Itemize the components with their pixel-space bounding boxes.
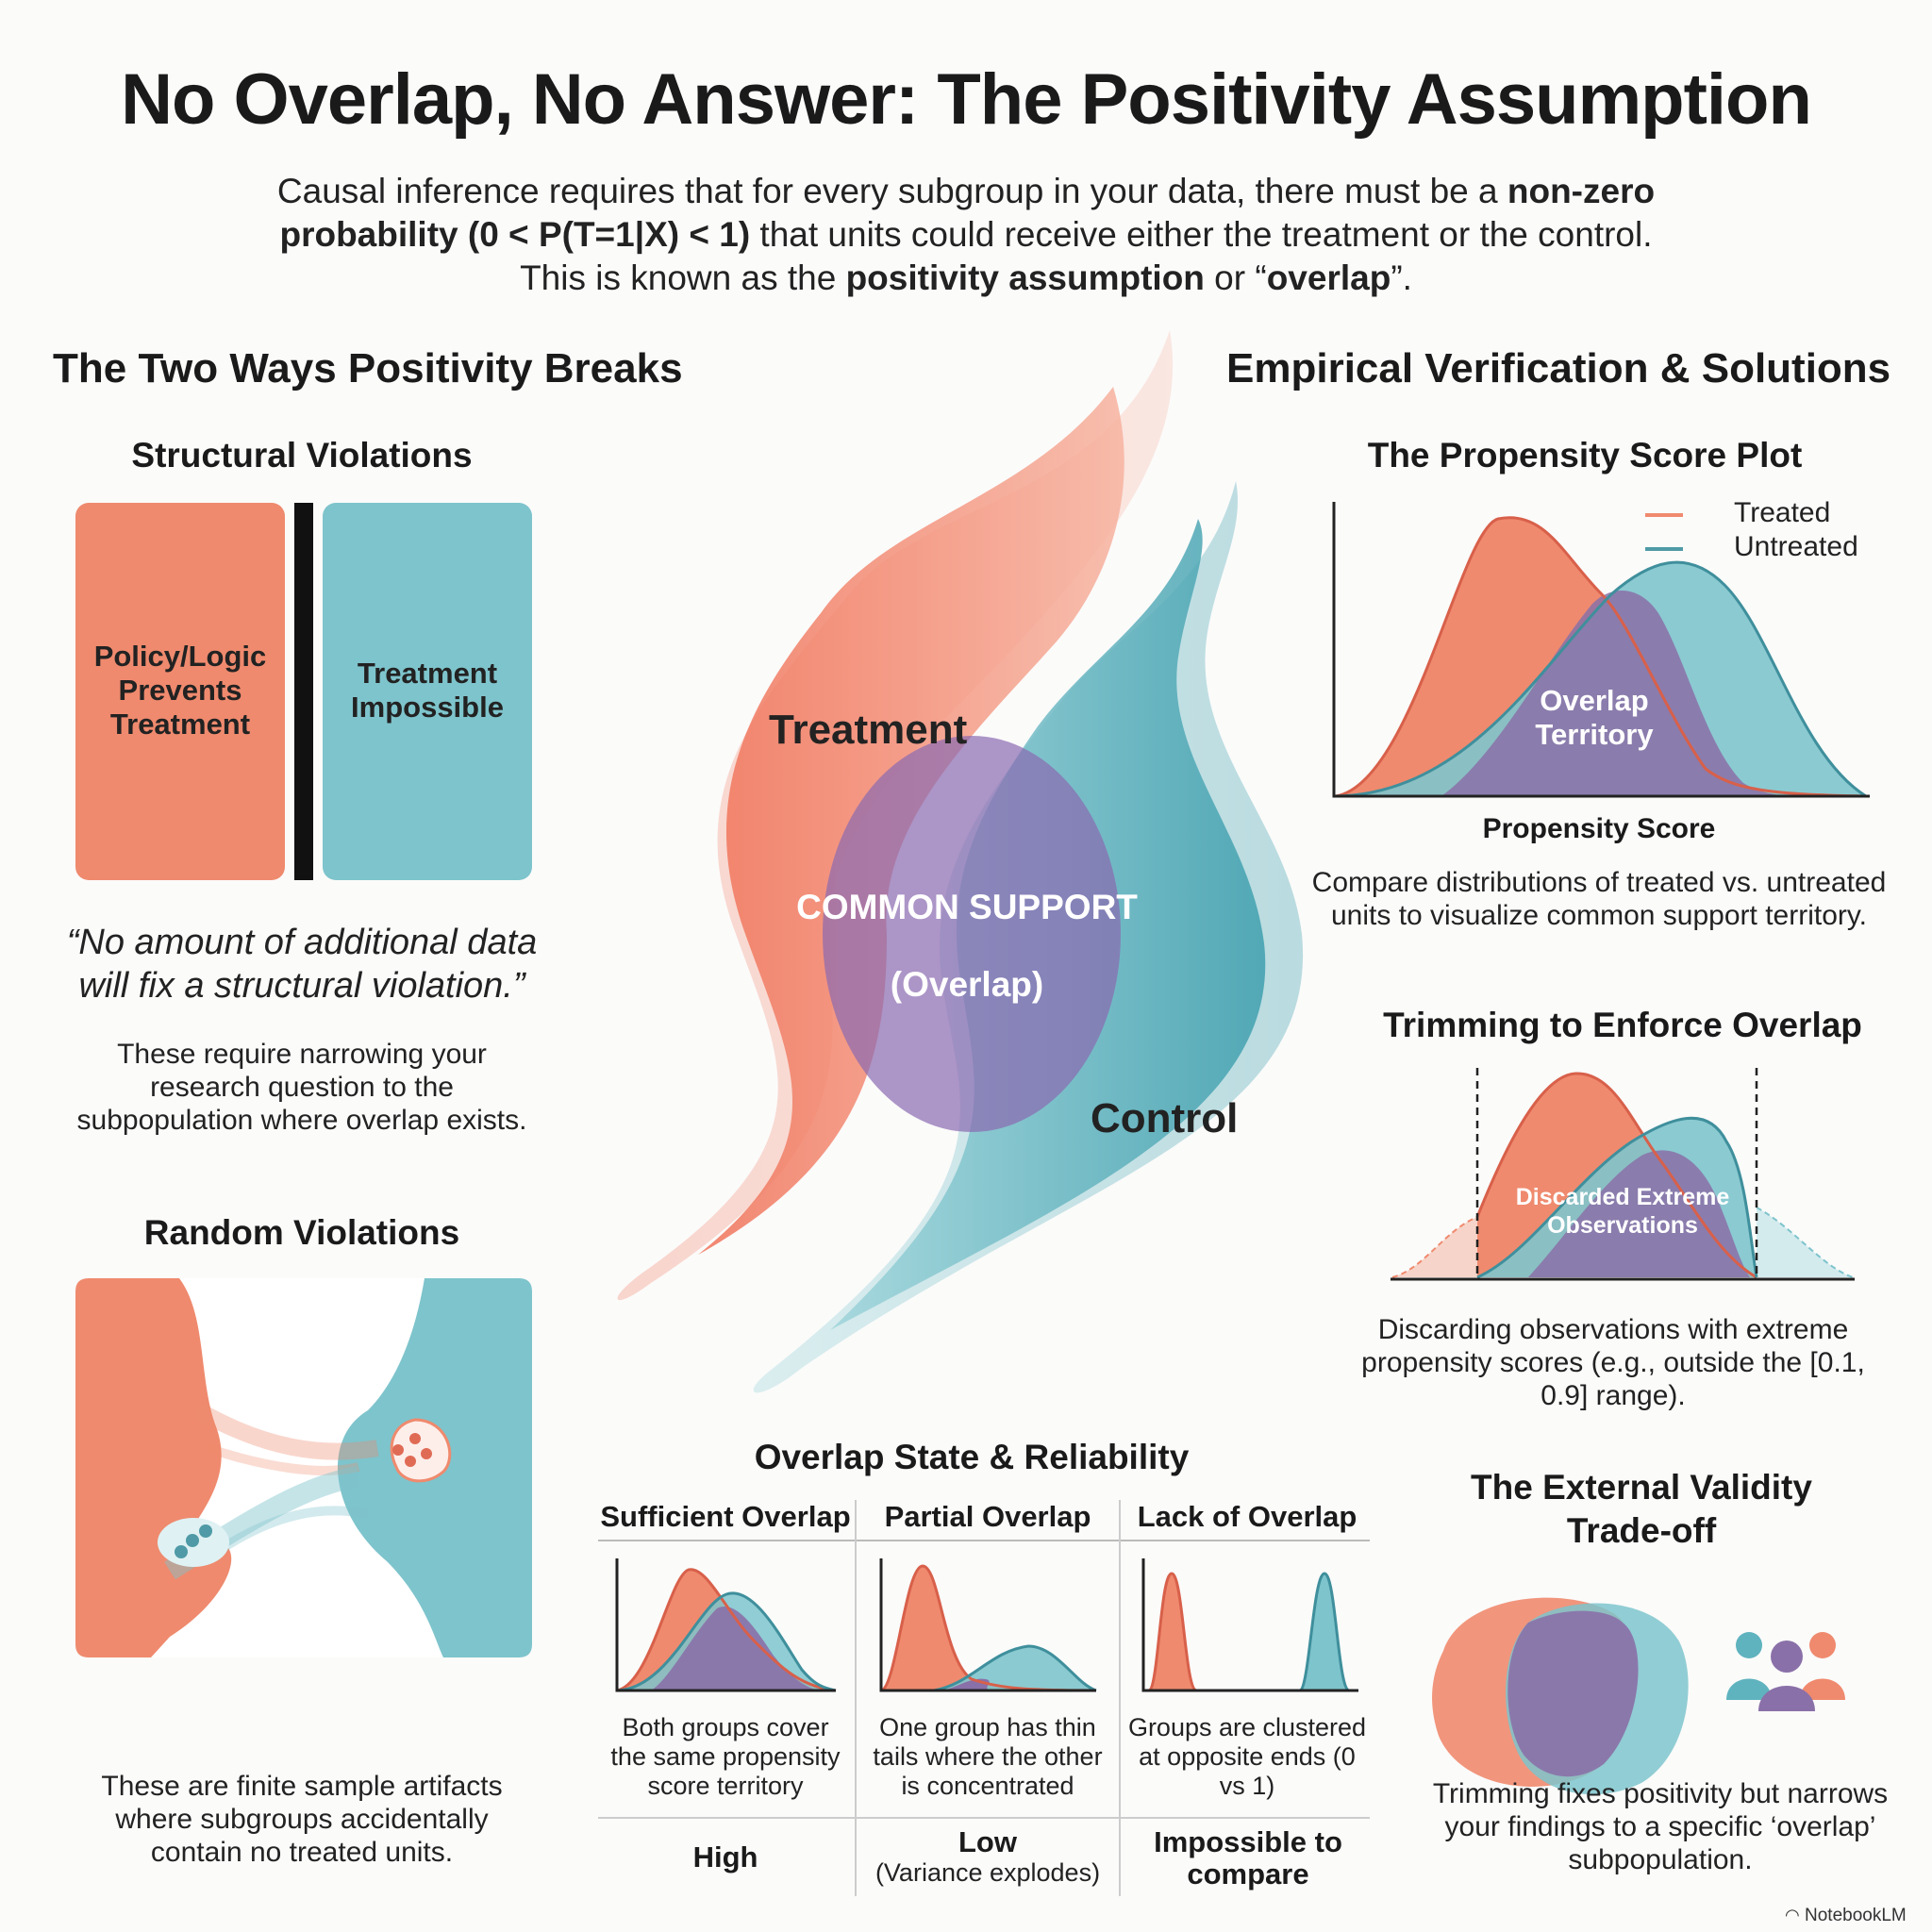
overlap-territory-label: Overlap Territory <box>1535 684 1654 751</box>
random-text: These are finite sample artifacts where … <box>101 1771 503 1868</box>
trimming-chart <box>1391 1068 1855 1281</box>
partial-reliability: Low <box>958 1825 1017 1858</box>
trimming-text: Discarding observations with extreme pro… <box>1361 1314 1865 1411</box>
treatment-label: Treatment <box>769 707 968 753</box>
legend-untreated-label: Untreated <box>1734 531 1858 562</box>
random-heading: Random Violations <box>143 1213 460 1252</box>
policy-box-label: Policy/Logic Prevents Treatment <box>93 640 267 741</box>
legend-untreated-swatch <box>1645 547 1683 551</box>
partial-desc: One group has thin tails where the other… <box>873 1713 1103 1800</box>
legend-treated-swatch <box>1645 513 1683 517</box>
overlap-table-heading: Overlap State & Reliability <box>754 1438 1190 1476</box>
structural-quote: “No amount of additional data will fix a… <box>66 923 538 1006</box>
col-header-partial: Partial Overlap <box>884 1500 1091 1533</box>
policy-box <box>75 503 285 880</box>
overlap-paren-label: (Overlap) <box>891 965 1043 1004</box>
sufficient-desc: Both groups cover the same propensity sc… <box>610 1713 841 1800</box>
lack-of-overlap-chart <box>1141 1558 1358 1692</box>
divider-bar <box>294 503 313 880</box>
subpopulation-people-icon <box>1726 1632 1845 1711</box>
structural-text: These require narrowing your research qu… <box>76 1039 527 1136</box>
partial-reliability-note: (Variance explodes) <box>874 1858 1101 1887</box>
left-heading: The Two Ways Positivity Breaks <box>53 345 683 391</box>
discard-label: Discarded Extreme Observations <box>1515 1184 1730 1239</box>
table-row-rule <box>598 1817 1370 1819</box>
impossible-box <box>323 503 532 880</box>
propensity-heading: The Propensity Score Plot <box>1367 436 1803 475</box>
external-heading: The External Validity Trade-off <box>1471 1468 1812 1550</box>
propensity-score-chart: Overlap Territory <box>1332 502 1870 798</box>
external-validity-venn <box>1432 1597 1689 1795</box>
col-header-lack: Lack of Overlap <box>1137 1500 1357 1533</box>
lack-reliability: Impossible to compare <box>1154 1825 1342 1890</box>
impossible-box-label: Treatment Impossible <box>351 657 504 724</box>
right-heading: Empirical Verification & Solutions <box>1226 345 1891 391</box>
propensity-text: Compare distributions of treated vs. unt… <box>1311 867 1887 931</box>
table-header-rule <box>598 1540 1370 1541</box>
partial-overlap-chart <box>879 1558 1097 1692</box>
external-text: Trimming fixes positivity but narrows yo… <box>1432 1778 1889 1875</box>
propensity-xlabel: Propensity Score <box>1482 813 1716 844</box>
trimming-heading: Trimming to Enforce Overlap <box>1383 1006 1862 1044</box>
control-label: Control <box>1091 1095 1238 1141</box>
legend-treated-label: Treated <box>1734 497 1831 528</box>
lack-desc: Groups are clustered at opposite ends (0… <box>1127 1713 1367 1800</box>
sufficient-overlap-chart <box>615 1558 837 1692</box>
random-violation-illustration <box>75 1278 532 1657</box>
col-header-sufficient: Sufficient Overlap <box>600 1500 851 1533</box>
common-support-label: COMMON SUPPORT <box>796 888 1138 926</box>
notebooklm-logo-icon: ◠ <box>1785 1906 1800 1924</box>
intro-text: Causal inference requires that for every… <box>276 172 1656 297</box>
table-col-divider-1 <box>855 1500 857 1896</box>
footer-brand: ◠ NotebookLM <box>1785 1906 1907 1926</box>
common-support-illustration: Treatment Control COMMON SUPPORT (Overla… <box>617 330 1304 1393</box>
structural-heading: Structural Violations <box>131 436 473 475</box>
footer-brand-label: NotebookLM <box>1805 1906 1907 1925</box>
table-col-divider-2 <box>1119 1500 1121 1896</box>
sufficient-reliability: High <box>692 1840 758 1874</box>
page-title: No Overlap, No Answer: The Positivity As… <box>121 59 1812 140</box>
